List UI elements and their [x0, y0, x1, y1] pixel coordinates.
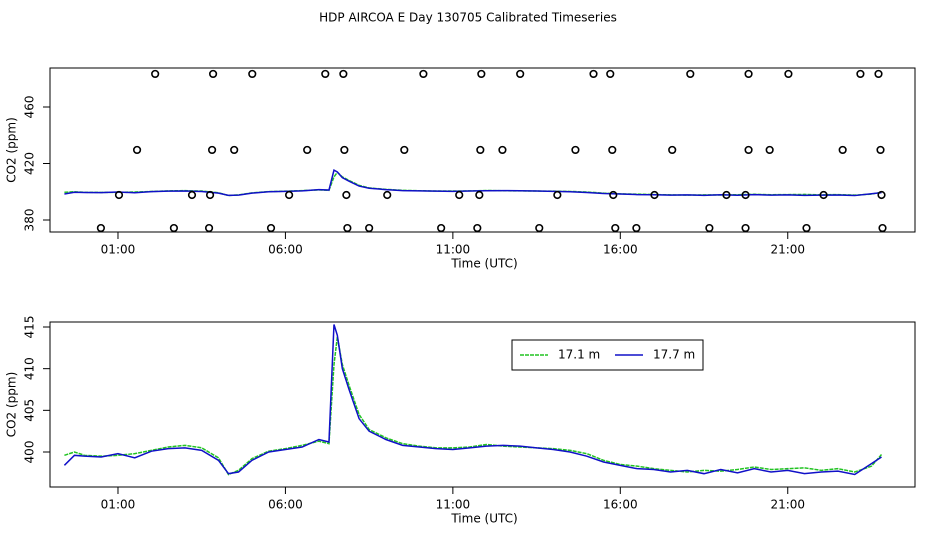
- y-tick-label: 405: [23, 399, 37, 422]
- x-tick-label: 11:00: [436, 498, 471, 512]
- point: [741, 223, 750, 233]
- point: [248, 69, 257, 79]
- point: [266, 223, 276, 233]
- point: [340, 145, 349, 155]
- point: [285, 190, 294, 200]
- point: [611, 223, 620, 233]
- y-tick-label: 400: [23, 441, 37, 464]
- point: [437, 223, 446, 233]
- point: [784, 69, 793, 79]
- point: [187, 190, 197, 200]
- point: [668, 145, 677, 155]
- point: [321, 69, 330, 79]
- point: [151, 69, 160, 79]
- point: [343, 223, 352, 233]
- point: [383, 190, 392, 200]
- point: [230, 145, 239, 155]
- point: [650, 190, 659, 200]
- point: [553, 190, 562, 200]
- point: [96, 223, 106, 233]
- point: [516, 69, 525, 79]
- point: [802, 223, 811, 233]
- point: [455, 190, 464, 200]
- y-axis-label: CO2 (ppm): [5, 117, 19, 183]
- point: [838, 145, 847, 155]
- x-axis-label: Time (UTC): [450, 257, 517, 271]
- point: [205, 190, 215, 200]
- point: [342, 190, 351, 200]
- point: [400, 145, 409, 155]
- y-tick-label: 415: [23, 316, 37, 339]
- point: [606, 69, 615, 79]
- legend-label: 17.7 m: [653, 348, 695, 362]
- series-line: [64, 169, 882, 197]
- series-line: [64, 336, 883, 476]
- point: [132, 145, 142, 155]
- point: [204, 223, 214, 233]
- point: [632, 223, 641, 233]
- x-axis-label: Time (UTC): [450, 512, 517, 526]
- x-tick-label: 06:00: [268, 498, 303, 512]
- y-tick-label: 410: [23, 357, 37, 380]
- y-axis-label: CO2 (ppm): [5, 372, 19, 438]
- x-tick-label: 16:00: [603, 243, 638, 257]
- point: [686, 69, 695, 79]
- point: [473, 223, 482, 233]
- point: [722, 190, 731, 200]
- point: [877, 190, 886, 200]
- point: [744, 69, 753, 79]
- y-tick-label: 380: [23, 209, 37, 232]
- point: [856, 69, 865, 79]
- point: [475, 190, 484, 200]
- point: [477, 69, 486, 79]
- point: [169, 223, 179, 233]
- point: [609, 190, 618, 200]
- y-tick-label: 420: [23, 152, 37, 175]
- plot-frame: [49, 67, 916, 233]
- point: [876, 145, 885, 155]
- legend-label: 17.1 m: [558, 348, 600, 362]
- y-tick-label: 460: [23, 96, 37, 119]
- point: [535, 223, 544, 233]
- point: [207, 145, 217, 155]
- point: [339, 69, 348, 79]
- point: [419, 69, 428, 79]
- series-line: [64, 171, 882, 197]
- point: [208, 69, 218, 79]
- point: [765, 145, 774, 155]
- point: [114, 190, 124, 200]
- point: [365, 223, 374, 233]
- point: [608, 145, 617, 155]
- point: [705, 223, 714, 233]
- point: [744, 145, 753, 155]
- plot-frame: [49, 321, 916, 488]
- x-tick-label: 16:00: [603, 498, 638, 512]
- point: [741, 190, 750, 200]
- point: [589, 69, 598, 79]
- point: [303, 145, 312, 155]
- point: [878, 223, 887, 233]
- point: [498, 145, 507, 155]
- point: [476, 145, 485, 155]
- x-tick-label: 21:00: [770, 498, 805, 512]
- point: [874, 69, 883, 79]
- x-tick-label: 01:00: [101, 243, 136, 257]
- x-tick-label: 11:00: [436, 243, 471, 257]
- x-tick-label: 01:00: [101, 498, 136, 512]
- series-line: [63, 324, 882, 476]
- point: [571, 145, 580, 155]
- point: [819, 190, 828, 200]
- chart-title: HDP AIRCOA E Day 130705 Calibrated Times…: [319, 11, 617, 25]
- x-tick-label: 06:00: [268, 243, 303, 257]
- x-tick-label: 21:00: [770, 243, 805, 257]
- legend: 17.1 m 17.7 m: [511, 339, 704, 371]
